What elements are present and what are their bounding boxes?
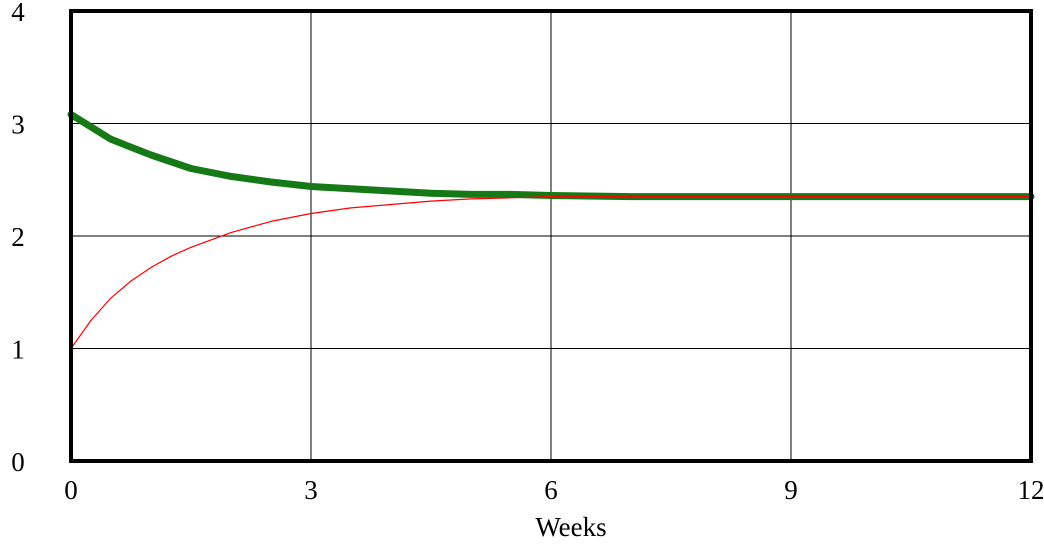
y-tick-label: 3 [11, 110, 25, 140]
grid-lines [71, 11, 1031, 461]
y-tick-label: 0 [11, 447, 25, 477]
x-tick-label: 3 [304, 475, 318, 505]
y-tick-label: 2 [11, 222, 25, 252]
series-line-2 [70, 196, 1032, 350]
plot-frame [69, 9, 1033, 463]
series-layer [67, 111, 1035, 350]
x-tick-label: 12 [1018, 475, 1044, 505]
x-tick-label: 9 [784, 475, 798, 505]
x-tick-label: 0 [64, 475, 78, 505]
y-tick-label: 1 [11, 335, 25, 365]
y-tick-label: 4 [11, 0, 25, 27]
x-axis-label: Weeks [535, 512, 606, 542]
x-tick-label: 6 [544, 475, 558, 505]
